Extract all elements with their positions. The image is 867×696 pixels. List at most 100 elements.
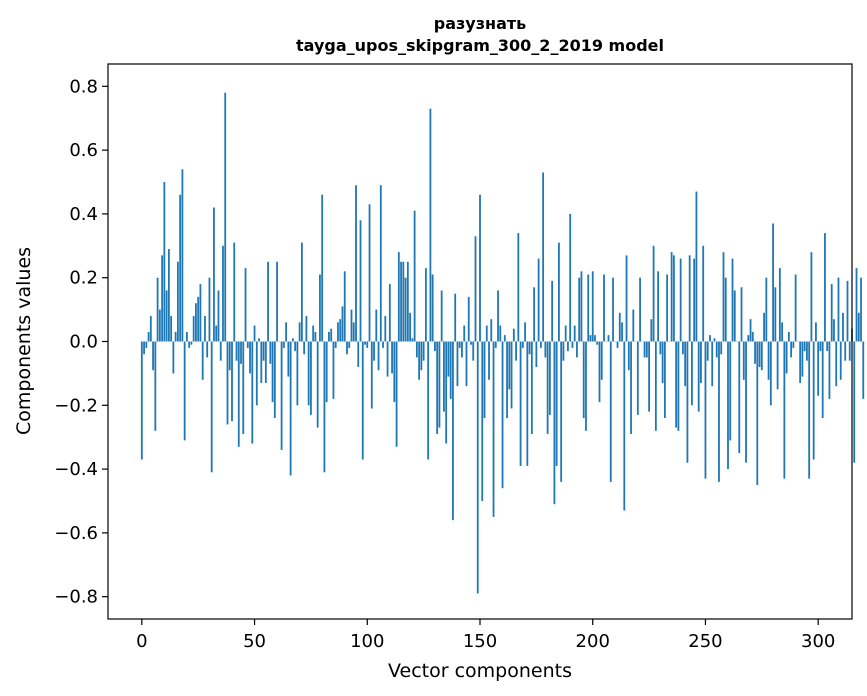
bar: [204, 315, 206, 342]
bar: [510, 341, 513, 409]
bar: [183, 341, 186, 441]
bar: [413, 210, 416, 342]
y-tick-label: −0.4: [54, 459, 98, 480]
bar: [567, 341, 569, 352]
bar: [404, 277, 407, 342]
bar: [654, 341, 657, 431]
bar: [612, 277, 614, 342]
bar: [386, 341, 389, 377]
bar: [379, 185, 382, 342]
bar: [515, 341, 517, 361]
bar: [294, 341, 297, 352]
bar: [287, 341, 290, 377]
bar: [343, 271, 346, 342]
bar: [481, 341, 484, 501]
bar: [156, 277, 159, 342]
bar: [713, 338, 716, 342]
bar: [445, 341, 448, 444]
bar: [174, 331, 177, 342]
bar: [219, 341, 222, 361]
bar: [508, 341, 511, 390]
chart-subtitle: tayga_upos_skipgram_300_2_2019 model: [296, 36, 664, 55]
bar: [799, 341, 802, 383]
bar: [857, 312, 860, 342]
bar: [334, 341, 337, 348]
bar: [321, 194, 324, 342]
bar: [181, 169, 184, 342]
bar: [361, 341, 364, 460]
bar: [727, 341, 729, 470]
bar: [684, 341, 687, 387]
bar: [314, 331, 317, 342]
bar: [686, 341, 689, 463]
y-axis: −0.8 −0.6 −0.4 −0.2 0.0 0.2 0.4 0.6 0.8: [54, 76, 108, 608]
x-axis-label: Vector components: [388, 660, 572, 682]
bar: [393, 341, 396, 403]
bar: [594, 335, 596, 342]
bar: [792, 341, 795, 348]
bar: [616, 341, 619, 348]
bar: [222, 245, 224, 342]
bar: [400, 261, 402, 342]
bar: [623, 341, 626, 511]
bar: [551, 280, 554, 342]
bar: [704, 341, 707, 479]
bar: [179, 194, 182, 342]
bar: [812, 341, 815, 460]
bar: [201, 341, 204, 380]
bar: [368, 204, 371, 342]
bar: [618, 312, 621, 342]
bar: [679, 258, 682, 342]
bar: [806, 341, 808, 361]
bar: [418, 341, 421, 380]
bar: [582, 341, 585, 419]
y-tick-label: −0.6: [54, 523, 98, 544]
bar: [709, 335, 711, 342]
bar: [862, 341, 865, 399]
bar: [842, 312, 844, 342]
x-tick-label: 200: [576, 631, 610, 652]
bar: [772, 223, 774, 342]
bar: [366, 341, 369, 348]
bar: [591, 271, 594, 342]
bar: [749, 319, 752, 342]
bar: [384, 315, 387, 342]
y-tick-label: 0.4: [69, 204, 98, 225]
bar: [316, 341, 319, 428]
bar: [738, 341, 741, 454]
bar: [348, 341, 351, 348]
bar: [720, 341, 723, 355]
bar: [476, 341, 479, 594]
bar: [391, 341, 393, 374]
bar: [636, 341, 639, 415]
bar: [296, 341, 299, 406]
y-tick-label: 0.2: [69, 268, 98, 289]
bar: [853, 341, 856, 463]
bar: [537, 258, 540, 342]
bar: [645, 341, 648, 358]
bar: [776, 341, 779, 390]
bar: [675, 341, 678, 428]
bar: [195, 303, 197, 342]
bar: [787, 331, 790, 342]
bar: [503, 335, 506, 342]
bar: [695, 191, 698, 342]
bar: [280, 341, 283, 450]
bar: [519, 341, 522, 466]
bar: [165, 290, 168, 342]
bar: [242, 341, 245, 434]
x-axis: 0 50 100 150 200 250 300: [136, 619, 835, 652]
bar: [528, 341, 531, 355]
bar: [546, 341, 549, 434]
bar: [639, 277, 641, 342]
bar: [436, 341, 439, 434]
chart-title: разузнать: [434, 14, 527, 33]
bar: [672, 255, 675, 342]
bar: [427, 341, 430, 460]
bar: [161, 255, 164, 342]
bar: [790, 341, 793, 358]
bar: [769, 341, 772, 406]
bar: [828, 341, 831, 399]
bar: [228, 341, 231, 371]
bar: [702, 245, 705, 342]
